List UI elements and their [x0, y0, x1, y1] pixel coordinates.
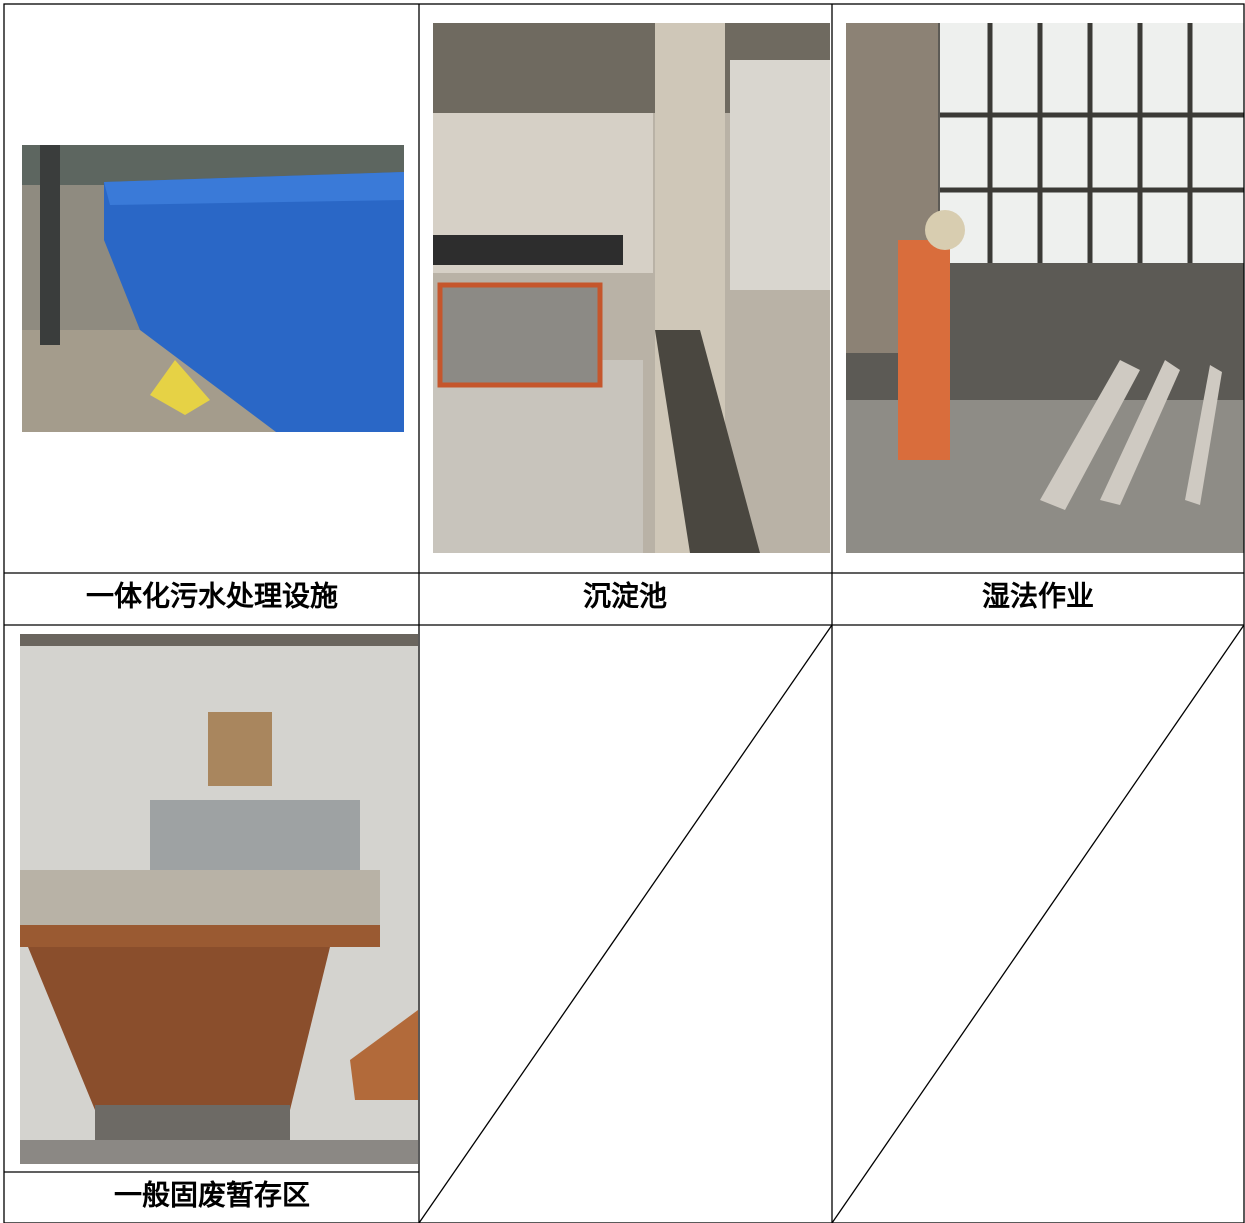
caption: 一般固废暂存区: [114, 1178, 310, 1211]
photo-solid-waste-storage: [20, 634, 418, 1164]
caption: 一体化污水处理设施: [86, 580, 338, 612]
table-grid: [3, 3, 1245, 1223]
photo-sewage-facility: [22, 145, 404, 432]
caption: 湿法作业: [982, 580, 1094, 612]
caption: 沉淀池: [583, 579, 667, 612]
photo-wet-operation: [846, 23, 1244, 553]
photo-sedimentation-tank: [433, 23, 830, 553]
